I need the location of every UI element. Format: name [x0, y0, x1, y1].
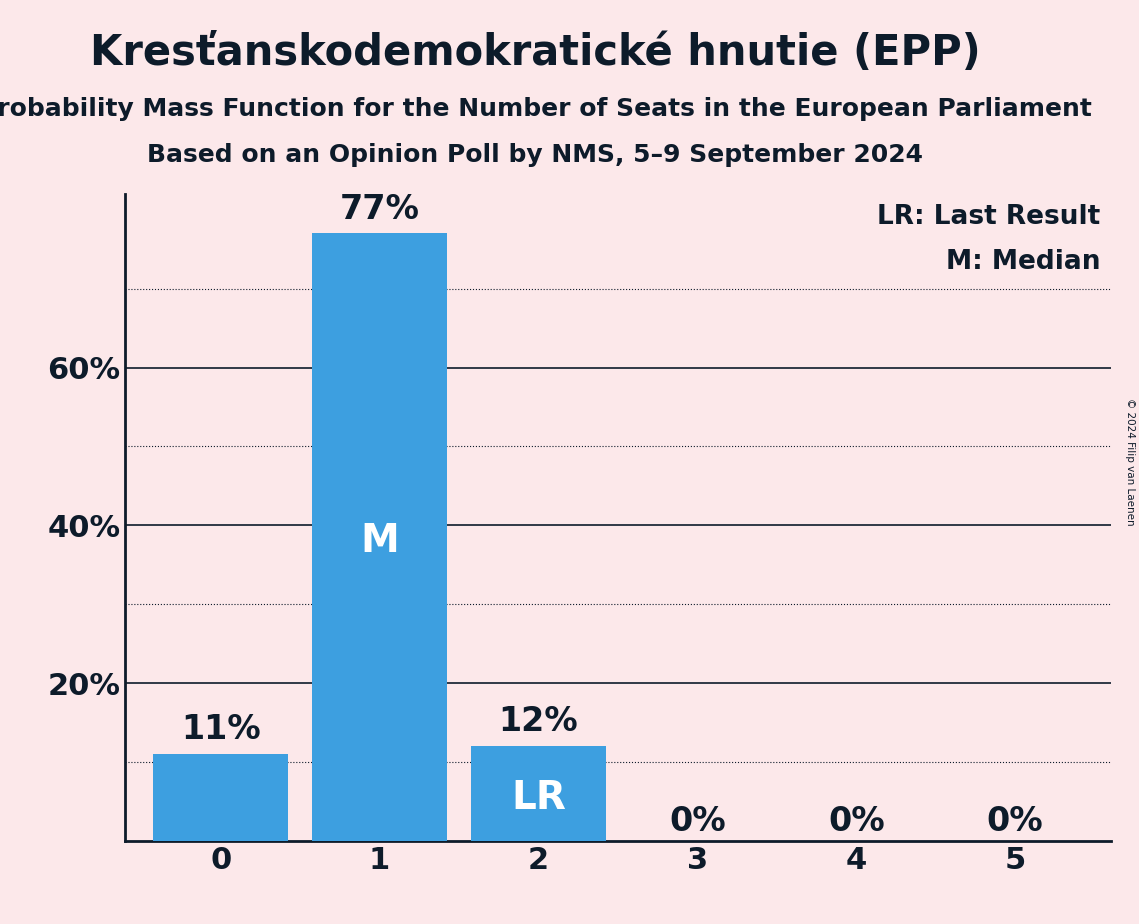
Bar	[470, 747, 606, 841]
Text: 0%: 0%	[828, 805, 885, 838]
Text: Probability Mass Function for the Number of Seats in the European Parliament: Probability Mass Function for the Number…	[0, 97, 1092, 121]
Bar	[312, 234, 448, 841]
Text: Based on an Opinion Poll by NMS, 5–9 September 2024: Based on an Opinion Poll by NMS, 5–9 Sep…	[147, 143, 924, 167]
Text: LR: LR	[511, 779, 566, 817]
Text: 11%: 11%	[181, 713, 261, 747]
Text: M: M	[360, 522, 399, 560]
Text: M: Median: M: Median	[947, 249, 1100, 275]
Bar	[153, 754, 288, 841]
Text: 0%: 0%	[669, 805, 726, 838]
Text: LR: Last Result: LR: Last Result	[877, 203, 1100, 230]
Text: 12%: 12%	[499, 705, 579, 738]
Text: © 2024 Filip van Laenen: © 2024 Filip van Laenen	[1125, 398, 1134, 526]
Text: Kresťanskodemokratické hnutie (EPP): Kresťanskodemokratické hnutie (EPP)	[90, 32, 981, 74]
Text: 77%: 77%	[339, 192, 419, 225]
Text: 0%: 0%	[986, 805, 1043, 838]
